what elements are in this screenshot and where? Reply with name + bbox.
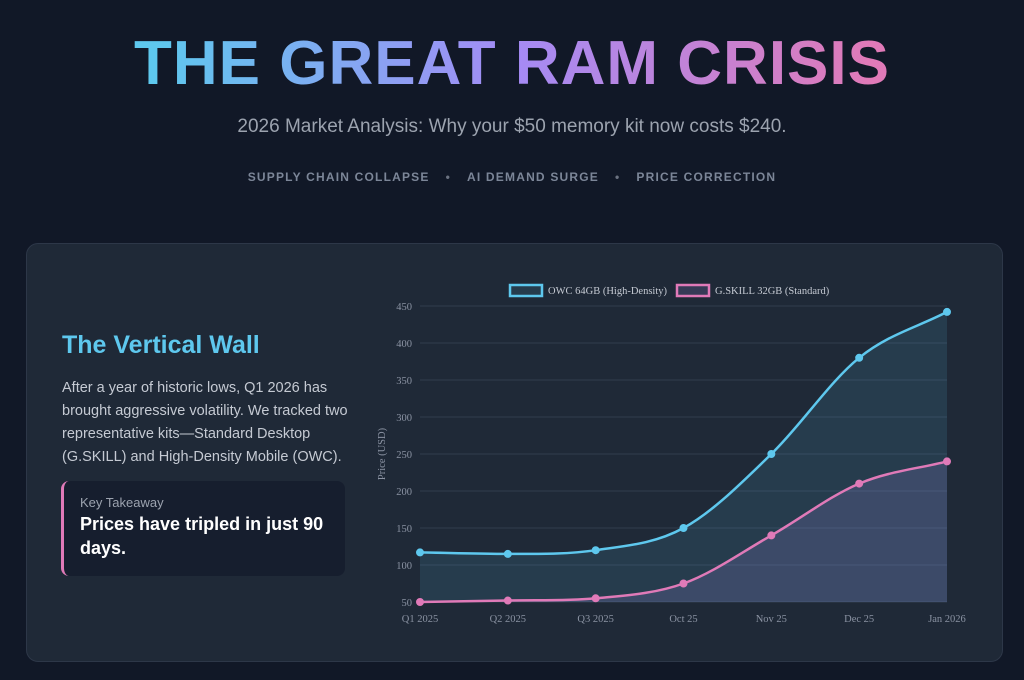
page-subtitle: 2026 Market Analysis: Why your $50 memor…: [237, 116, 787, 137]
legend-swatch: [675, 283, 711, 298]
data-point: [503, 549, 512, 558]
data-point: [767, 450, 776, 458]
y-tick-label: 100: [396, 561, 412, 572]
legend-label: OWC 64GB (High-Density): [548, 286, 667, 297]
x-tick-label: Jan 2026: [928, 614, 966, 625]
legend-swatch: [508, 283, 544, 298]
x-tick-label: Dec 25: [844, 614, 874, 625]
x-tick-label: Q3 2025: [577, 614, 613, 625]
y-tick-label: 50: [402, 598, 413, 609]
y-tick-label: 450: [396, 302, 412, 313]
callout-label: Key Takeaway: [80, 495, 164, 510]
y-tick-label: 400: [396, 339, 412, 350]
data-point: [767, 531, 776, 540]
series-area: [420, 311, 947, 602]
x-tick-label: Q1 2025: [402, 614, 438, 625]
data-point: [416, 548, 424, 557]
analysis-card: [26, 243, 1003, 662]
data-point: [416, 598, 424, 606]
y-tick-label: 250: [396, 450, 412, 461]
data-point: [503, 596, 512, 605]
section-body: After a year of historic lows, Q1 2026 h…: [62, 380, 348, 465]
data-point: [679, 579, 688, 588]
y-tick-label: 350: [396, 376, 412, 387]
tag: SUPPLY CHAIN COLLAPSE: [247, 170, 430, 184]
tag: PRICE CORRECTION: [636, 170, 777, 184]
callout-text: Prices have tripled in just 90 days.: [80, 514, 324, 558]
y-tick-label: 200: [396, 487, 412, 498]
data-point: [855, 353, 864, 362]
tag: AI DEMAND SURGE: [467, 170, 600, 184]
y-tick-label: 300: [396, 413, 412, 424]
data-point: [591, 594, 600, 603]
data-point: [943, 307, 951, 316]
data-point: [679, 524, 688, 532]
series-area: [420, 461, 947, 602]
data-point: [855, 479, 864, 488]
x-tick-label: Nov 25: [756, 614, 787, 625]
separator: •: [615, 170, 621, 184]
legend-label: G.SKILL 32GB (Standard): [715, 286, 830, 297]
x-tick-label: Q2 2025: [490, 614, 526, 625]
y-axis-label: Price (USD): [377, 427, 388, 480]
data-point: [943, 457, 951, 466]
key-takeaway-callout: Key Takeaway Prices have tripled in just…: [61, 481, 345, 576]
y-tick-label: 150: [396, 524, 412, 535]
page-title: THE GREAT RAM CRISIS: [0, 28, 1024, 99]
x-tick-label: Oct 25: [669, 614, 697, 625]
section-title: The Vertical Wall: [62, 331, 260, 359]
separator: •: [445, 170, 451, 184]
data-point: [591, 546, 600, 555]
tag-list: SUPPLY CHAIN COLLAPSE • AI DEMAND SURGE …: [0, 170, 1024, 184]
